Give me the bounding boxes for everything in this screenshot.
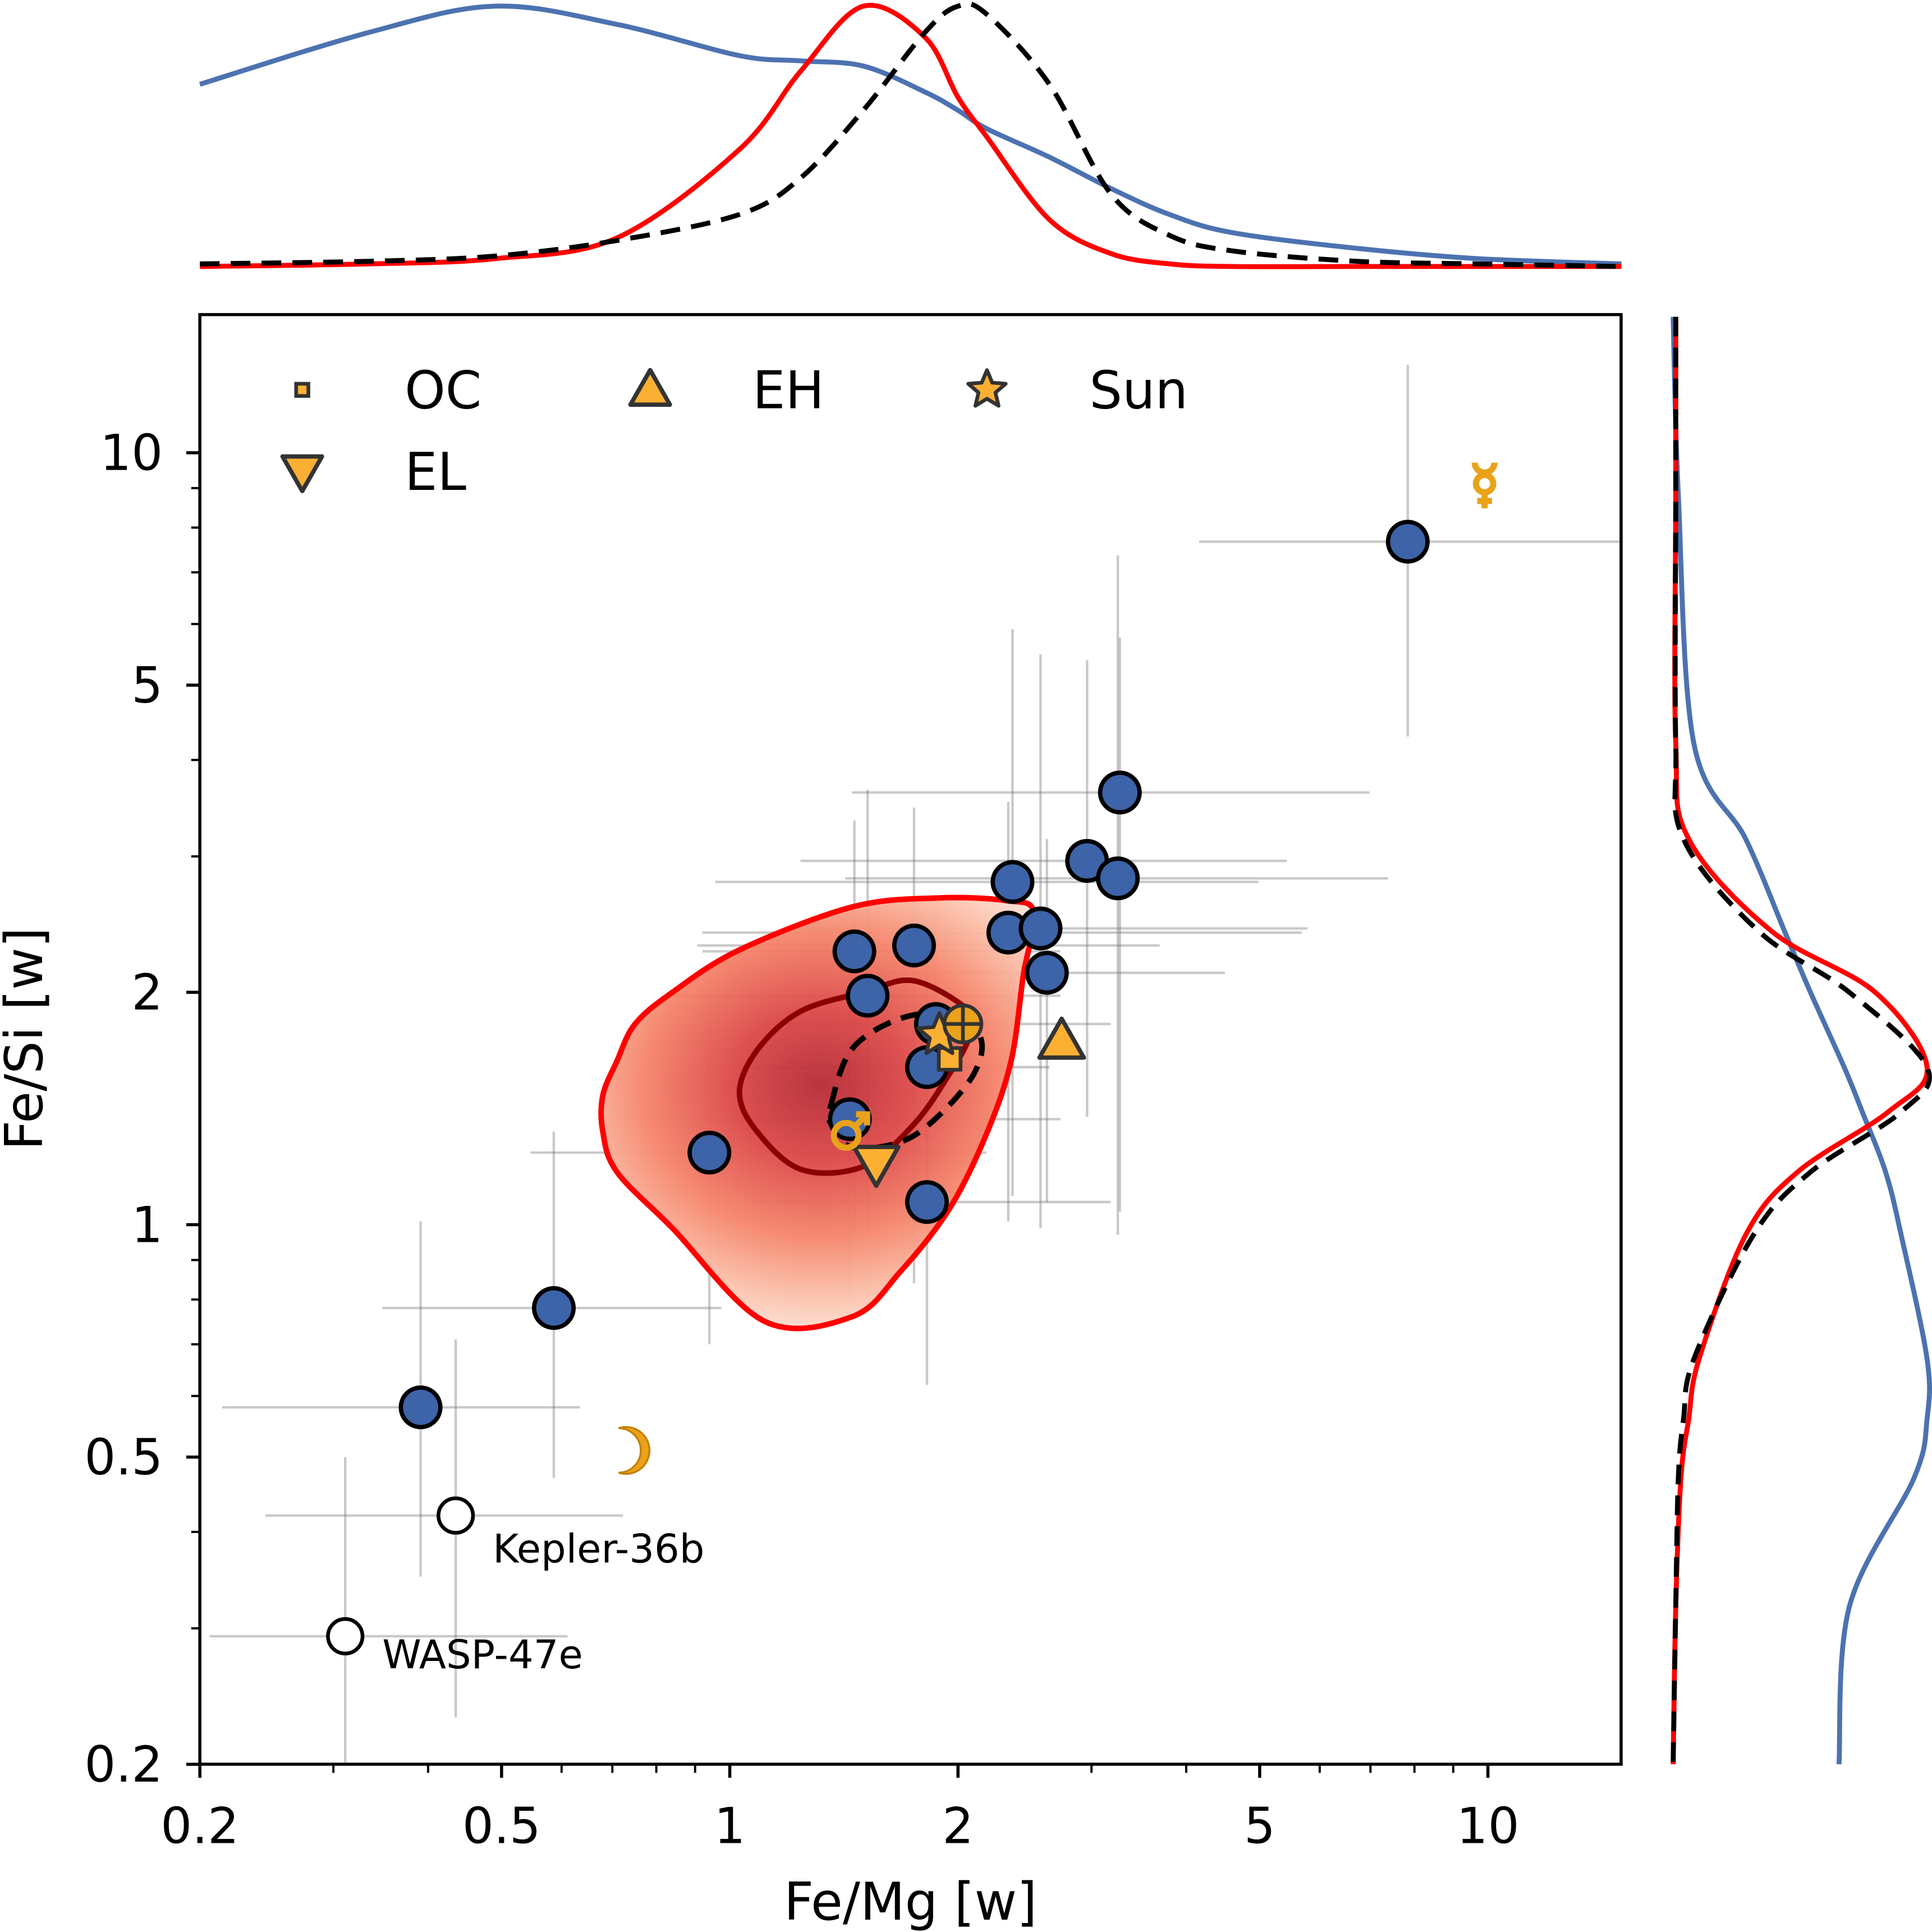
earth-symbol-icon (942, 1003, 984, 1045)
marginal-x-curve-blue-solid (199, 3, 1622, 267)
mars-arrow (852, 1111, 870, 1129)
mars-circle (830, 1119, 862, 1151)
y-tick-label: 2 (131, 963, 163, 1021)
legend-label: EH (752, 360, 824, 421)
x-tick-label: 5 (1244, 1797, 1275, 1855)
labeled-points: Kepler-36b WASP-47e (326, 1496, 704, 1678)
y-tick-label: 5 (131, 657, 163, 714)
solar-system-bodies (618, 462, 1498, 1475)
density-contours (598, 894, 1038, 1332)
open-point (326, 1617, 365, 1656)
moon-crescent (618, 1426, 651, 1475)
legend-marker-triangle-up (628, 368, 672, 407)
planet-point (892, 923, 936, 967)
marginal-x-density-panel (199, 1, 1622, 269)
outer-contour (598, 894, 1038, 1332)
legend-marker-triangle-down (280, 454, 324, 493)
planet-point (1025, 951, 1069, 995)
legend: OC EL EH Sun (280, 360, 1188, 502)
y-tick-label: 0.5 (84, 1428, 163, 1486)
moon-symbol-icon (618, 1426, 651, 1475)
marginal-y-density-panel (1671, 316, 1932, 1765)
mars-symbol-icon (830, 1111, 870, 1151)
planet-point (832, 929, 876, 974)
planet-point (531, 1286, 576, 1330)
x-tick-label: 1 (714, 1797, 746, 1855)
marker-eh (1037, 1016, 1086, 1060)
planet-point (905, 1180, 949, 1224)
x-tick-label: 0.2 (160, 1797, 239, 1855)
x-tick-label: 10 (1457, 1797, 1520, 1855)
marginal-x-curve-red-solid (200, 3, 1622, 269)
x-tick-label: 2 (942, 1797, 974, 1855)
x-tick-label: 0.5 (462, 1797, 541, 1855)
planet-point (846, 974, 890, 1018)
legend-item-el: EL (280, 442, 466, 502)
planet-point (990, 860, 1035, 904)
legend-marker-square (294, 382, 310, 398)
planet-point (1098, 770, 1142, 815)
open-point (437, 1496, 475, 1535)
legend-marker-star (966, 368, 1008, 408)
marker-el (852, 1145, 901, 1188)
point-label: WASP-47e (382, 1632, 583, 1678)
point-label: Kepler-36b (493, 1526, 704, 1572)
y-axis-label: Fe/Si [w] (0, 928, 54, 1150)
mercury-symbol-icon (1471, 462, 1498, 508)
y-tick-label: 1 (131, 1196, 163, 1254)
planet-point (1096, 856, 1140, 901)
mercury-circle (1472, 472, 1497, 495)
planet-point (398, 1385, 443, 1430)
mercury-horns-cross (1471, 462, 1498, 508)
y-tick-label: 0.2 (84, 1736, 163, 1793)
density-fill (601, 897, 1035, 1329)
x-axis-label: Fe/Mg [w] (784, 1871, 1037, 1932)
legend-label: Sun (1089, 360, 1188, 421)
marginal-y-curve-blue-solid (1671, 316, 1932, 1765)
legend-label: OC (405, 360, 481, 421)
plot-frame (198, 313, 1623, 1766)
reference-markers (852, 1011, 1086, 1188)
planet-point (1385, 520, 1430, 564)
legend-item-eh: EH (628, 360, 824, 421)
legend-label: EL (405, 442, 466, 502)
marginal-y-curve-black-dashed (1671, 316, 1932, 1765)
planet-point (1018, 906, 1063, 951)
legend-item-sun: Sun (966, 360, 1188, 421)
y-tick-label: 10 (100, 424, 163, 482)
marginal-x-curve-black-dashed (200, 1, 1622, 269)
marginal-y-curve-red-solid (1671, 316, 1930, 1765)
axes: 0.2 0.5 1 2 5 10 0.2 0.5 1 2 5 10 (84, 424, 1519, 1855)
legend-item-oc: OC (294, 360, 481, 421)
earth-cross (944, 1005, 981, 1043)
planet-point (687, 1131, 732, 1175)
